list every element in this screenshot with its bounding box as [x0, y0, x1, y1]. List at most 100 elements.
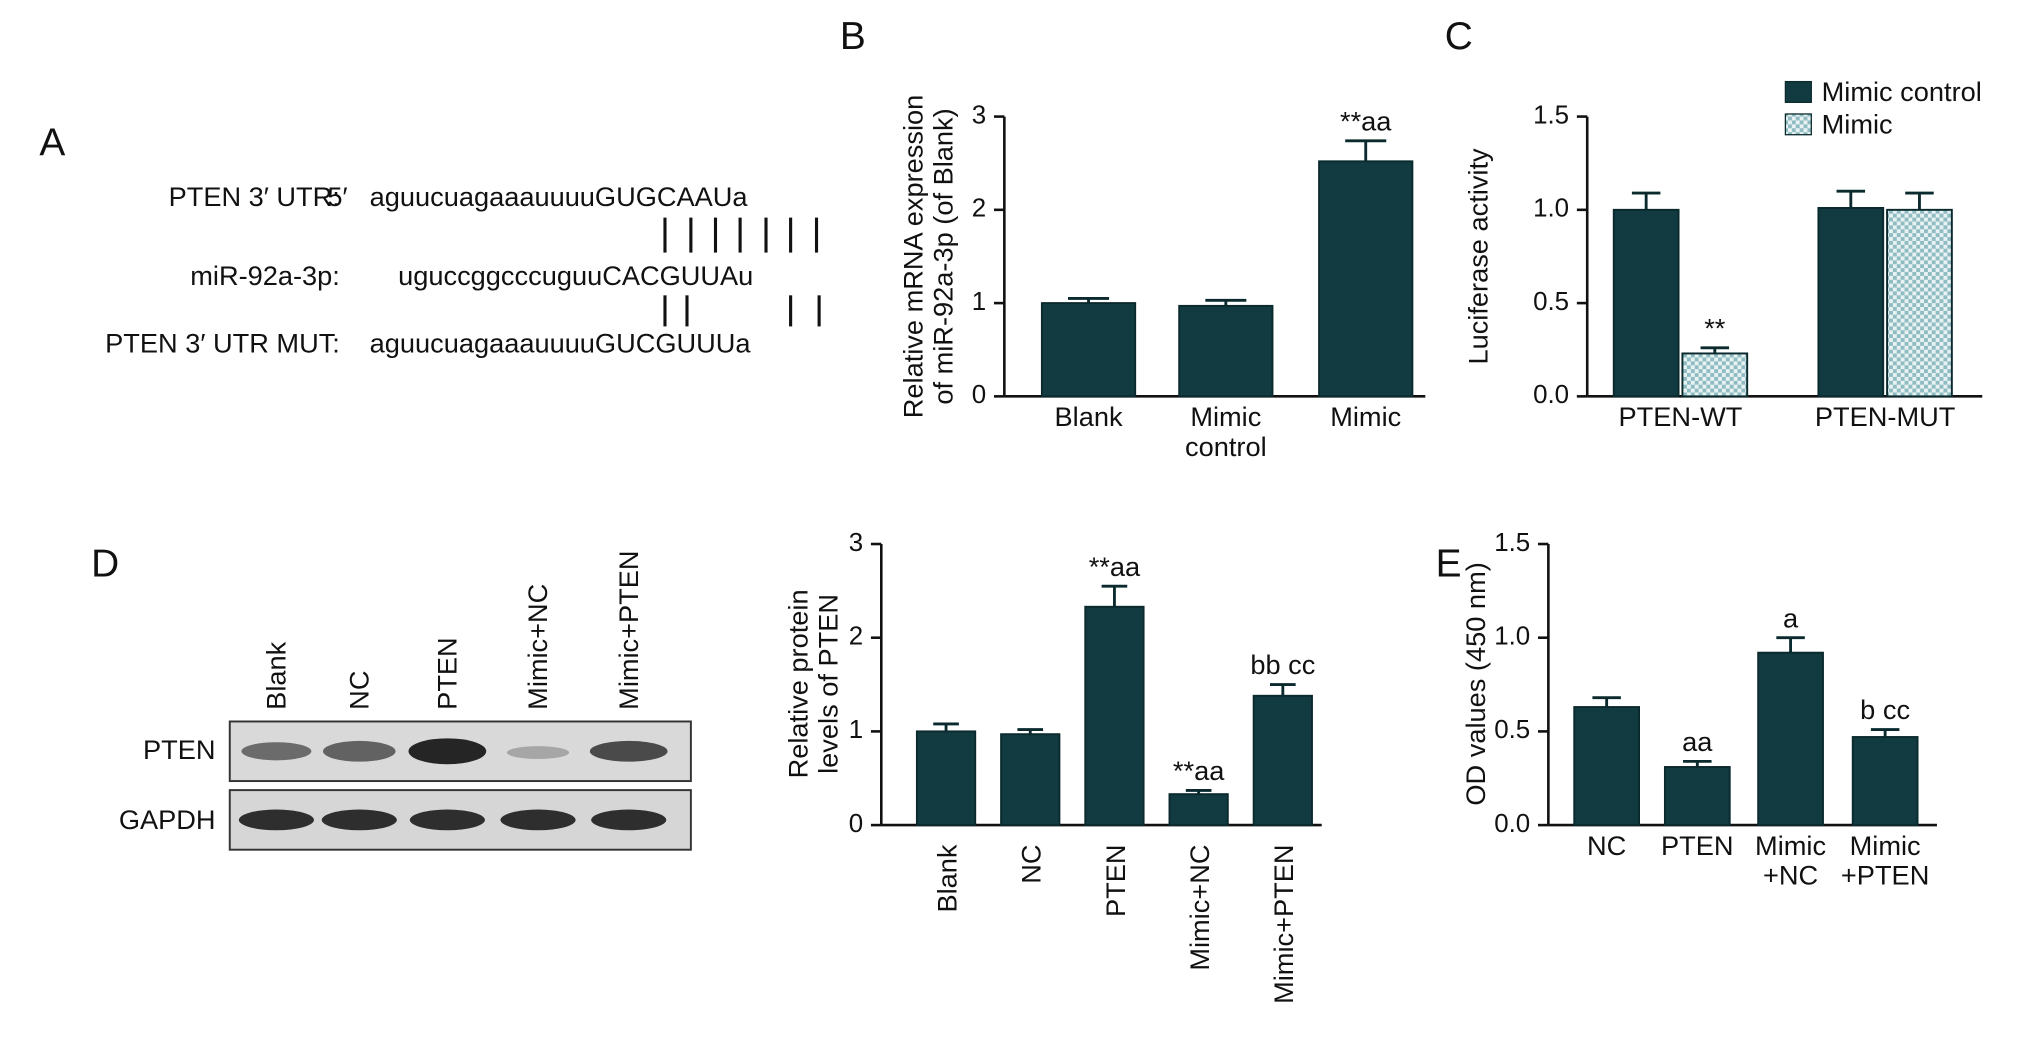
sequence: aguucuagaaauuuuGUCGUUUa [370, 327, 752, 358]
error-bar [1185, 789, 1212, 795]
y-tick-label: 0 [849, 810, 863, 838]
error-bar [1068, 297, 1110, 304]
y-tick-label: 3 [849, 529, 863, 557]
error-bar [1017, 728, 1044, 735]
axis-label: Luciferase activity [1463, 148, 1494, 365]
row-name: PTEN 3′ UTR MUT: [105, 327, 340, 358]
annotation: **aa [1340, 105, 1392, 136]
panel-label: D [91, 542, 119, 585]
bar [915, 730, 977, 827]
panel-label: E [1436, 542, 1462, 585]
panel-label: C [1445, 15, 1473, 58]
lane-label: Mimic+NC [522, 584, 553, 710]
label-box: Luciferase activity [1463, 148, 1494, 365]
error-bar [1905, 191, 1934, 210]
x-tick-label: Mimic+PTEN [1268, 845, 1299, 1004]
lane-label: Mimic+PTEN [613, 550, 644, 709]
bar [1612, 208, 1680, 398]
label-box: PTEN [1661, 832, 1734, 862]
x-tick-label: NC [1016, 845, 1047, 884]
label-box: Mimic +NC [1755, 832, 1827, 891]
annotation: aa [1682, 726, 1713, 757]
label-box: PTEN-WT [1618, 404, 1743, 433]
y-tick-label: 0 [972, 381, 986, 409]
axis-label: NC [1586, 832, 1627, 862]
axis-label: Relative mRNA expression of miR-92a-3p (… [899, 94, 960, 419]
label-box: Mimic control [1185, 404, 1267, 462]
blot-row-label: PTEN [143, 734, 216, 765]
western-blot [228, 720, 692, 851]
x-tick-label: PTEN [1100, 845, 1131, 918]
bar [1040, 302, 1137, 398]
annotation: a [1783, 602, 1799, 633]
annotation: bb cc [1250, 649, 1315, 680]
y-tick-label: 1.0 [1533, 195, 1569, 223]
sequence: aguucuagaaauuuuGUGCAAUa [370, 181, 749, 212]
error-bar [1345, 139, 1387, 162]
panel-label: A [39, 121, 65, 164]
error-bar [1776, 636, 1805, 653]
label-box: Relative mRNA expression of miR-92a-3p (… [899, 94, 960, 419]
axis-label: Mimic [1330, 404, 1402, 433]
bar [1681, 352, 1749, 398]
y-tick-label: 3 [972, 101, 986, 129]
axis-label: Relative protein levels of PTEN [784, 589, 844, 779]
x-tick-label: Mimic+NC [1184, 845, 1215, 971]
axis-label: PTEN [1661, 832, 1734, 862]
error-bar [1270, 683, 1296, 696]
label-box: Blank [1054, 404, 1123, 433]
label-box: Mimic [1330, 404, 1402, 433]
y-tick-label: 0.0 [1533, 381, 1569, 409]
y-tick-label: 0.5 [1494, 716, 1530, 744]
error-bar [1205, 298, 1247, 306]
sequence: uguccggcccuguuCACGUUAu [398, 260, 753, 291]
bar [1252, 694, 1313, 827]
axis-label: PTEN-WT [1618, 404, 1743, 433]
bar [1851, 736, 1919, 827]
y-tick-label: 1 [972, 288, 986, 316]
bar [1084, 605, 1145, 827]
y-tick-label: 2 [972, 195, 986, 223]
lane-label: NC [343, 671, 374, 710]
error-bar [933, 722, 959, 732]
row-name: miR-92a-3p: [190, 260, 340, 291]
bar [1817, 206, 1885, 398]
row-name: PTEN 3′ UTR: [169, 181, 340, 212]
x-tick-label: Blank [931, 844, 962, 912]
blot-row-label: GAPDH [119, 804, 216, 835]
axis-label: Blank [1054, 404, 1123, 433]
axis-label: Mimic control [1185, 404, 1267, 462]
y-tick-label: 2 [849, 623, 863, 651]
label-box: NC [1586, 832, 1627, 862]
axis-label: PTEN-MUT [1814, 404, 1956, 433]
pairing-lines [663, 217, 821, 327]
axis-label: Mimic +NC [1755, 832, 1827, 891]
annotation: **aa [1173, 755, 1225, 786]
bar [1178, 304, 1274, 398]
panel-label: B [840, 15, 866, 58]
bar [1318, 160, 1414, 398]
bar [1886, 208, 1953, 398]
axis-label: Mimic +PTEN [1840, 832, 1930, 891]
error-bar [1870, 728, 1900, 738]
bar [1757, 651, 1824, 827]
error-bar [1700, 346, 1730, 354]
error-bar [1631, 191, 1661, 210]
lane-label: PTEN [431, 637, 462, 710]
error-bar [1683, 759, 1712, 768]
bar [1573, 706, 1641, 827]
y-tick-label: 1 [849, 716, 863, 744]
y-tick-label: 0.5 [1533, 288, 1569, 316]
legend-swatch [1784, 113, 1812, 136]
label-box: Mimic +PTEN [1840, 832, 1930, 891]
legend-label: Mimic control [1822, 76, 1982, 107]
legend-swatch [1784, 80, 1812, 103]
error-bar [1101, 584, 1128, 607]
annotation: b cc [1860, 694, 1910, 725]
error-bar [1592, 696, 1621, 708]
bar [1663, 766, 1731, 827]
bar [1168, 793, 1229, 827]
lane-label: Blank [260, 641, 291, 709]
